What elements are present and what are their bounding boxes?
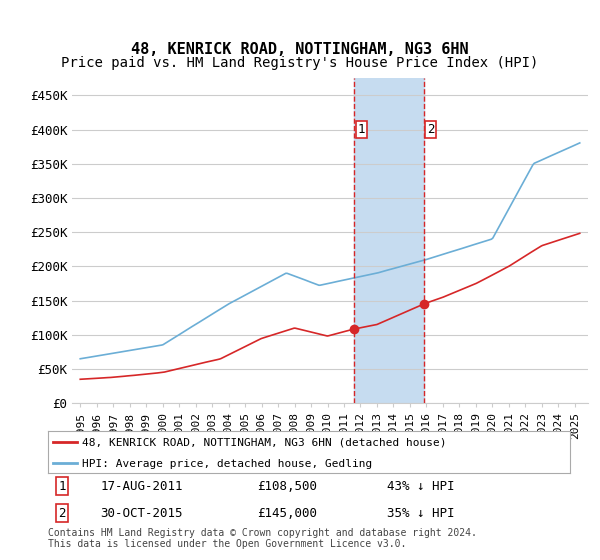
Text: 2: 2 (58, 507, 66, 520)
Text: 17-AUG-2011: 17-AUG-2011 (100, 480, 182, 493)
Text: 30-OCT-2015: 30-OCT-2015 (100, 507, 182, 520)
Text: 1: 1 (358, 123, 365, 136)
Text: Contains HM Land Registry data © Crown copyright and database right 2024.
This d: Contains HM Land Registry data © Crown c… (48, 528, 477, 549)
Text: Price paid vs. HM Land Registry's House Price Index (HPI): Price paid vs. HM Land Registry's House … (61, 56, 539, 70)
Text: £145,000: £145,000 (257, 507, 317, 520)
Text: 35% ↓ HPI: 35% ↓ HPI (388, 507, 455, 520)
Text: £108,500: £108,500 (257, 480, 317, 493)
Text: HPI: Average price, detached house, Gedling: HPI: Average price, detached house, Gedl… (82, 459, 372, 469)
Text: 1: 1 (58, 480, 66, 493)
Text: 48, KENRICK ROAD, NOTTINGHAM, NG3 6HN (detached house): 48, KENRICK ROAD, NOTTINGHAM, NG3 6HN (d… (82, 438, 446, 448)
Text: 2: 2 (427, 123, 434, 136)
Text: 48, KENRICK ROAD, NOTTINGHAM, NG3 6HN: 48, KENRICK ROAD, NOTTINGHAM, NG3 6HN (131, 42, 469, 57)
Bar (355, 78, 424, 403)
Text: 43% ↓ HPI: 43% ↓ HPI (388, 480, 455, 493)
